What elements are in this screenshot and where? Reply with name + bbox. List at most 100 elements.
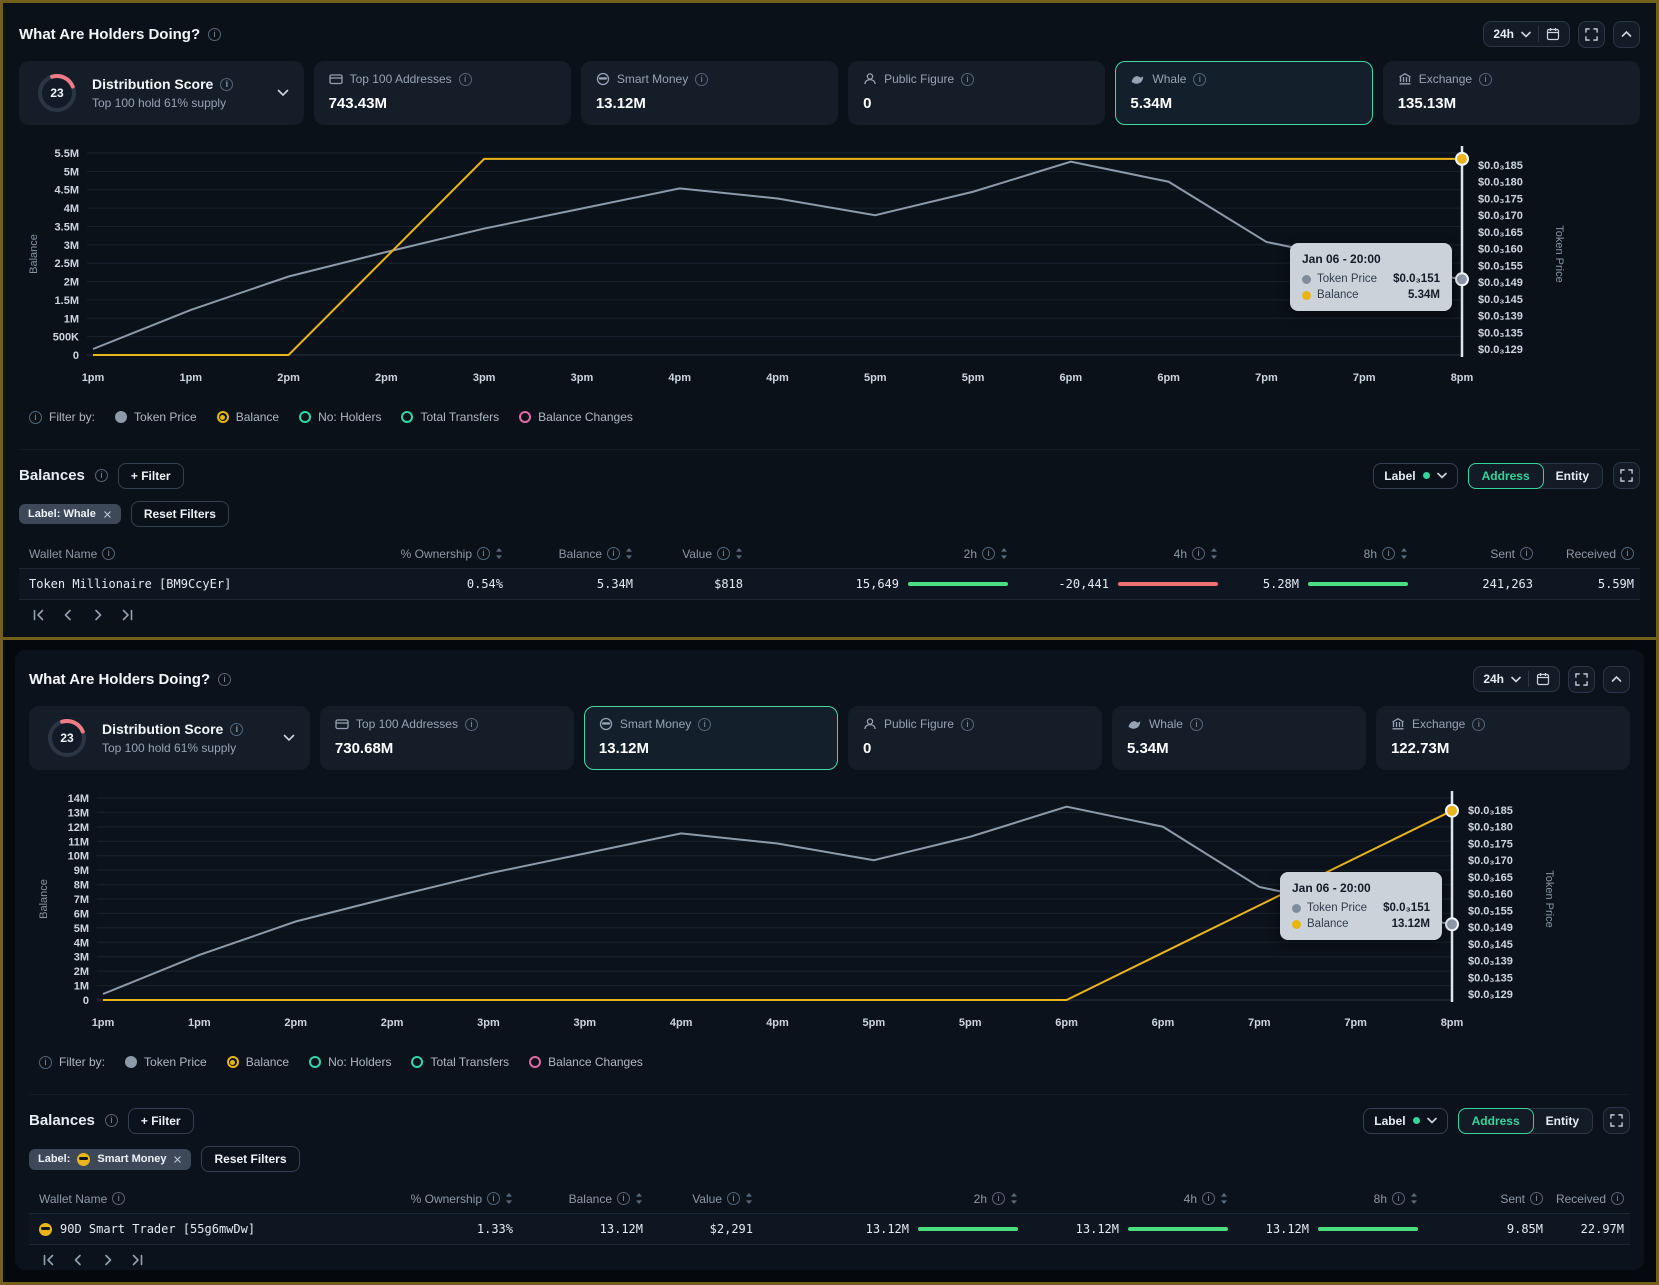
legend-no-holders[interactable]: No: Holders — [299, 410, 381, 424]
label-dropdown[interactable]: Label — [1373, 462, 1458, 489]
info-icon[interactable] — [960, 717, 974, 731]
col-ownership[interactable]: % Ownership — [379, 547, 509, 561]
info-icon[interactable] — [1611, 1192, 1624, 1205]
chevron-down-icon[interactable] — [283, 734, 295, 742]
col-value[interactable]: Value — [639, 547, 749, 561]
col-8h[interactable]: 8h — [1234, 1192, 1424, 1206]
stat-card-top100[interactable]: Top 100 Addresses 743.43M — [313, 61, 571, 125]
info-icon[interactable] — [1520, 547, 1533, 560]
info-icon[interactable] — [695, 72, 709, 86]
sort-icon[interactable] — [625, 548, 633, 559]
collapse-button[interactable] — [1613, 20, 1640, 48]
col-received[interactable]: Received — [1549, 1192, 1630, 1206]
close-icon[interactable] — [173, 1155, 182, 1164]
filter-chip-whale[interactable]: Label: Whale — [19, 504, 121, 524]
info-icon[interactable] — [477, 547, 490, 560]
info-icon[interactable] — [220, 77, 234, 91]
info-icon[interactable] — [218, 672, 232, 686]
info-icon[interactable] — [717, 547, 730, 560]
next-page-button[interactable] — [91, 608, 105, 622]
calendar-icon[interactable] — [1546, 27, 1560, 41]
table-row[interactable]: Token Millionaire [BM9CcyEr] 0.54% 5.34M… — [19, 569, 1640, 600]
col-balance[interactable]: Balance — [509, 547, 639, 561]
stat-card-public-figure[interactable]: Public Figure 0 — [847, 706, 1102, 770]
collapse-button[interactable] — [1603, 665, 1630, 693]
info-icon[interactable] — [698, 717, 712, 731]
col-4h[interactable]: 4h — [1024, 1192, 1234, 1206]
expand-button[interactable] — [1578, 20, 1605, 48]
info-icon[interactable] — [727, 1192, 740, 1205]
stat-card-top100[interactable]: Top 100 Addresses 730.68M — [319, 706, 574, 770]
info-icon[interactable] — [1530, 1192, 1543, 1205]
info-icon[interactable] — [464, 717, 478, 731]
sort-icon[interactable] — [1220, 1193, 1228, 1204]
last-page-button[interactable] — [131, 1253, 145, 1267]
info-icon[interactable] — [458, 72, 472, 86]
info-icon[interactable] — [104, 1114, 118, 1127]
first-page-button[interactable] — [41, 1253, 55, 1267]
toggle-entity[interactable]: Entity — [1555, 468, 1589, 483]
info-icon[interactable] — [617, 1192, 630, 1205]
col-sent[interactable]: Sent — [1424, 1192, 1549, 1206]
legend-balance[interactable]: Balance — [216, 410, 279, 424]
expand-button[interactable] — [1568, 665, 1595, 693]
wallet-name[interactable]: Token Millionaire [BM9CcyEr] — [29, 577, 232, 591]
col-value[interactable]: Value — [649, 1192, 759, 1206]
legend-token-price[interactable]: Token Price — [125, 1055, 207, 1069]
timeframe-dropdown[interactable]: 24h — [1473, 666, 1560, 692]
sort-icon[interactable] — [635, 1193, 643, 1204]
stat-card-distribution-score[interactable]: 23 Distribution Score Top 100 hold 61% s… — [19, 61, 304, 125]
sort-icon[interactable] — [735, 548, 743, 559]
expand-table-button[interactable] — [1603, 1107, 1630, 1134]
info-icon[interactable] — [112, 1192, 126, 1205]
info-icon[interactable] — [1193, 72, 1207, 86]
info-icon[interactable] — [1192, 547, 1205, 560]
first-page-button[interactable] — [31, 608, 45, 622]
timeframe-dropdown[interactable]: 24h — [1483, 21, 1570, 47]
sort-icon[interactable] — [1210, 548, 1218, 559]
legend-balance[interactable]: Balance — [226, 1055, 289, 1069]
info-icon[interactable] — [39, 1055, 52, 1069]
legend-no-holders[interactable]: No: Holders — [309, 1055, 391, 1069]
sort-icon[interactable] — [1000, 548, 1008, 559]
col-wallet-name[interactable]: Wallet Name — [19, 547, 379, 561]
stat-card-distribution-score[interactable]: 23 Distribution Score Top 100 hold 61% s… — [29, 706, 310, 770]
last-page-button[interactable] — [121, 608, 135, 622]
info-icon[interactable] — [982, 547, 995, 560]
stat-card-exchange[interactable]: Exchange 135.13M — [1382, 61, 1640, 125]
prev-page-button[interactable] — [71, 1253, 85, 1267]
col-received[interactable]: Received — [1539, 547, 1640, 561]
col-2h[interactable]: 2h — [749, 547, 1014, 561]
col-sent[interactable]: Sent — [1414, 547, 1539, 561]
reset-filters-button[interactable]: Reset Filters — [130, 501, 229, 527]
info-icon[interactable] — [607, 547, 620, 560]
col-wallet-name[interactable]: Wallet Name — [29, 1192, 389, 1206]
col-2h[interactable]: 2h — [759, 1192, 1024, 1206]
toggle-address[interactable]: Address — [1457, 1107, 1534, 1134]
stat-card-smart-money[interactable]: Smart Money 13.12M — [580, 61, 839, 125]
prev-page-button[interactable] — [61, 608, 75, 622]
info-icon[interactable] — [961, 72, 975, 86]
info-icon[interactable] — [1382, 547, 1395, 560]
legend-total-transfers[interactable]: Total Transfers — [411, 1055, 509, 1069]
col-8h[interactable]: 8h — [1224, 547, 1414, 561]
sort-icon[interactable] — [1010, 1193, 1018, 1204]
col-balance[interactable]: Balance — [519, 1192, 649, 1206]
add-filter-button[interactable]: + Filter — [117, 462, 184, 489]
info-icon[interactable] — [1202, 1192, 1215, 1205]
filter-chip-smart-money[interactable]: Label: Smart Money — [29, 1148, 192, 1170]
wallet-name[interactable]: 90D Smart Trader [55g6mwDw] — [29, 1222, 389, 1236]
toggle-entity[interactable]: Entity — [1545, 1113, 1579, 1128]
col-4h[interactable]: 4h — [1014, 547, 1224, 561]
info-icon[interactable] — [1479, 72, 1493, 86]
info-icon[interactable] — [487, 1192, 500, 1205]
legend-balance-changes[interactable]: Balance Changes — [529, 1055, 643, 1069]
info-icon[interactable] — [1621, 547, 1634, 560]
add-filter-button[interactable]: + Filter — [127, 1107, 194, 1134]
chevron-down-icon[interactable] — [277, 89, 289, 97]
calendar-icon[interactable] — [1536, 672, 1550, 686]
info-icon[interactable] — [992, 1192, 1005, 1205]
sort-icon[interactable] — [1410, 1193, 1418, 1204]
stat-card-public-figure[interactable]: Public Figure 0 — [848, 61, 1106, 125]
close-icon[interactable] — [103, 510, 112, 519]
